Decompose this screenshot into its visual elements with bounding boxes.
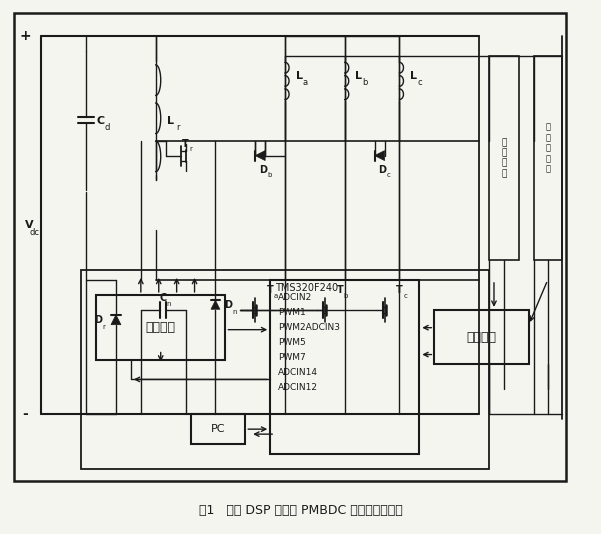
Text: L: L [167,116,174,126]
Text: D: D [259,164,267,175]
Text: c: c [417,78,422,88]
Text: 图1   基于 DSP 控制的 PMBDC 调速系统结构图: 图1 基于 DSP 控制的 PMBDC 调速系统结构图 [198,504,403,517]
Polygon shape [211,300,220,309]
Text: C: C [160,293,167,303]
Text: T: T [337,285,343,295]
Text: b: b [362,78,367,88]
Text: 模拟开关: 模拟开关 [466,331,496,344]
Text: C: C [97,116,105,126]
Text: r: r [189,146,192,152]
Bar [270,280,419,454]
Text: c: c [403,293,407,299]
Text: PWM5: PWM5 [278,338,306,347]
Text: +: + [20,29,31,43]
Text: n: n [232,309,237,315]
Text: ADCIN12: ADCIN12 [278,383,318,392]
Text: 隔离驱动: 隔离驱动 [145,321,175,334]
Text: b: b [344,293,348,299]
Bar [13,13,566,481]
Text: dc: dc [29,227,40,237]
Text: 反
电
势
检
测: 反 电 势 检 测 [545,123,550,174]
Text: PWM7: PWM7 [278,353,306,362]
Bar [489,56,519,260]
Bar [96,295,225,359]
Text: T: T [396,285,403,295]
Text: T: T [182,139,189,148]
Text: PWM1: PWM1 [278,308,306,317]
Text: ADCIN14: ADCIN14 [278,368,318,377]
Text: a: a [302,78,308,88]
Text: ADCIN2: ADCIN2 [278,293,313,302]
Text: T: T [267,285,273,295]
Text: 电
流
检
测: 电 流 检 测 [501,138,507,178]
Polygon shape [374,151,385,161]
Text: PWM2ADCIN3: PWM2ADCIN3 [278,323,340,332]
Polygon shape [111,315,121,325]
Text: L: L [355,71,362,81]
Text: D: D [94,315,102,325]
Text: L: L [410,71,417,81]
Text: r: r [176,123,179,132]
Polygon shape [255,151,265,161]
Text: D: D [379,164,386,175]
Text: n: n [166,301,171,307]
Text: PC: PC [211,424,225,434]
Text: TMS320F240: TMS320F240 [275,283,338,293]
Text: V: V [25,220,34,230]
Bar [534,56,562,260]
Text: a: a [274,293,278,299]
Bar [191,414,245,444]
Bar [435,310,529,365]
Text: D: D [224,300,233,310]
Text: -: - [23,407,28,421]
Text: c: c [386,172,391,178]
Text: r: r [103,324,105,329]
Text: b: b [267,172,271,178]
Bar [81,270,489,469]
Text: L: L [296,71,302,81]
Text: d: d [105,123,110,132]
